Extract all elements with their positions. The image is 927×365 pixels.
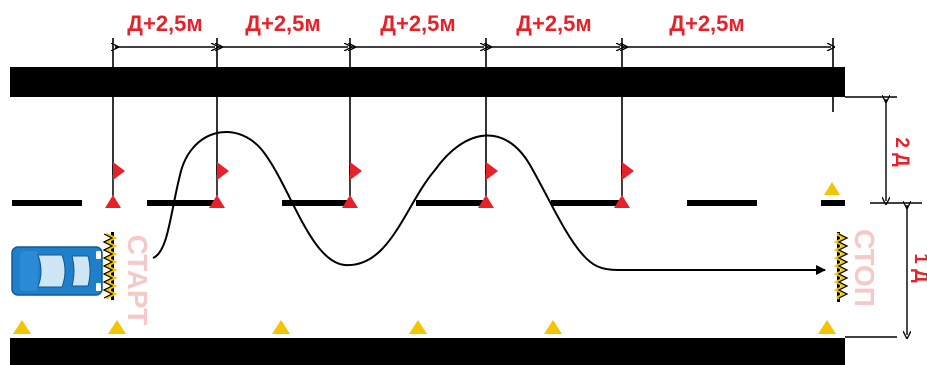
flags — [105, 162, 634, 208]
dimension-label-1: Д+2,5м — [127, 11, 202, 36]
stop-gate — [833, 232, 849, 302]
dimension-label-4: Д+2,5м — [516, 11, 591, 36]
dimension-label-3: Д+2,5м — [380, 11, 455, 36]
dimension-label-5: Д+2,5м — [669, 11, 744, 36]
cone-icon — [409, 320, 427, 334]
road-edge-bottom — [10, 338, 845, 365]
cone-icon — [824, 182, 840, 195]
side-dimension-upper-label: 2 Д — [891, 137, 912, 167]
stop-label: СТОП — [849, 229, 880, 307]
start-gate — [102, 232, 118, 300]
flag-icon — [478, 162, 498, 208]
road-edge-top — [10, 67, 845, 97]
dimension-label-2: Д+2,5м — [245, 11, 320, 36]
snake-path — [152, 131, 826, 275]
side-dimension-lower-label: 1 Д — [910, 253, 927, 283]
flag-icon — [342, 162, 362, 208]
flag-icon — [614, 162, 634, 208]
dimension-ticks — [112, 38, 834, 175]
flag-icon — [209, 162, 229, 208]
cone-icon — [818, 320, 836, 334]
side-dimension: 2 Д 1 Д — [845, 97, 927, 337]
cone-icon — [13, 320, 31, 334]
cone-icon — [108, 320, 126, 334]
cone-icon — [544, 320, 562, 334]
cones — [13, 182, 840, 334]
cone-icon — [272, 320, 290, 334]
flag-icon — [105, 162, 125, 208]
car-icon — [11, 246, 103, 296]
start-label: СТАРТ — [122, 235, 153, 326]
